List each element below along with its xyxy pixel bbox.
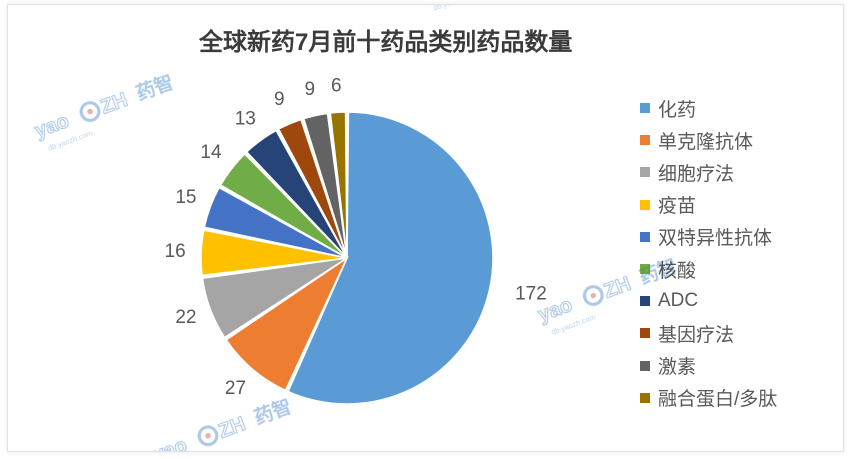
svg-text:16: 16 (165, 241, 186, 262)
svg-text:13: 13 (235, 108, 256, 129)
svg-text:15: 15 (175, 187, 196, 208)
svg-text:6: 6 (331, 75, 342, 96)
svg-text:14: 14 (200, 142, 222, 163)
svg-text:27: 27 (225, 378, 246, 399)
svg-text:9: 9 (274, 89, 285, 110)
svg-text:172: 172 (515, 283, 547, 304)
svg-text:9: 9 (305, 79, 316, 100)
svg-text:22: 22 (175, 307, 196, 328)
